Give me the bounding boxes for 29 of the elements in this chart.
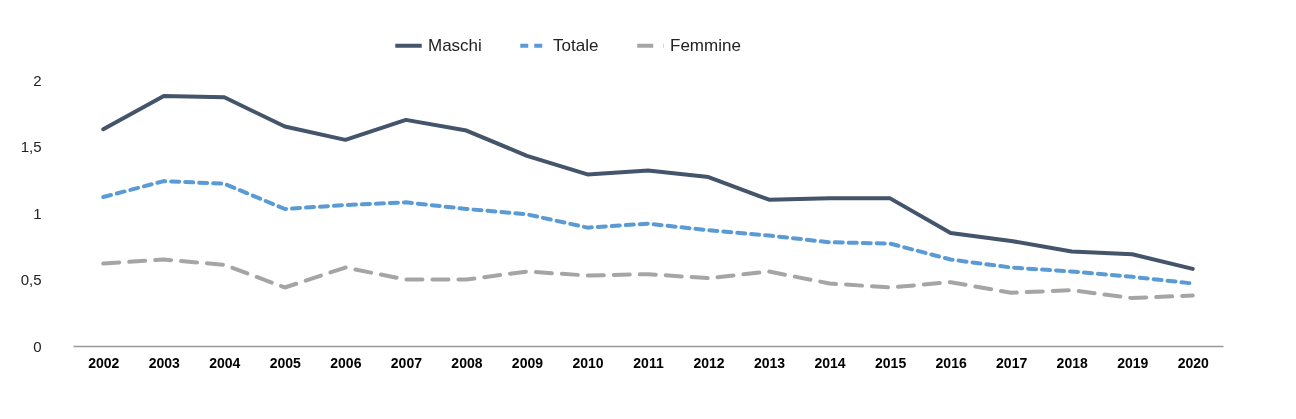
x-tick-label: 2017: [996, 354, 1028, 371]
x-tick-label: 2013: [753, 354, 786, 371]
x-tick-label: 2012: [693, 354, 725, 371]
x-tick-label: 2002: [88, 354, 120, 371]
legend-label: Maschi: [428, 35, 482, 55]
x-tick-label: 2014: [814, 354, 846, 371]
y-tick-label: 0,5: [20, 271, 42, 288]
x-tick-label: 2016: [935, 354, 967, 371]
y-tick-label: 1,5: [20, 138, 42, 155]
x-tick-label: 2009: [511, 354, 544, 371]
line-series: [101, 257, 1195, 301]
y-tick-label: 2: [33, 71, 42, 89]
x-tick-label: 2008: [451, 354, 483, 371]
x-tick-label: 2015: [875, 354, 907, 371]
x-tick-label: 2003: [148, 354, 181, 371]
x-tick-label: 2011: [633, 354, 664, 371]
line-series: [101, 93, 1195, 271]
x-tick-label: 2019: [1117, 354, 1149, 371]
legend-label: Femmine: [670, 35, 741, 55]
y-tick-label: 1: [33, 204, 42, 222]
x-tick-label: 2020: [1177, 354, 1210, 371]
x-tick-label: 2004: [209, 354, 241, 371]
x-tick-label: 2010: [572, 354, 604, 371]
x-tick-label: 2005: [269, 354, 302, 371]
x-tick-label: 2006: [330, 354, 362, 371]
legend-label: Totale: [553, 35, 599, 55]
x-tick-label: 2018: [1056, 354, 1088, 371]
y-tick-label: 0: [33, 337, 42, 355]
x-tick-label: 2007: [390, 354, 423, 371]
